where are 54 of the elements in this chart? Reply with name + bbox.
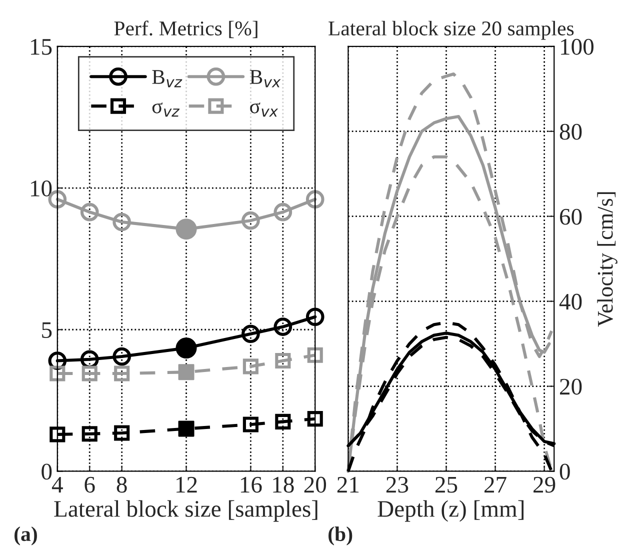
point [114, 366, 130, 382]
x-tick-label: 21 [337, 476, 359, 492]
x-tick-label: 6 [84, 476, 95, 493]
x-axis-title: Depth (z) [mm] [378, 500, 524, 522]
chart-title: Lateral block size 20 samples [328, 20, 574, 40]
point [242, 358, 258, 374]
point [112, 212, 132, 232]
point [274, 318, 292, 336]
x-axis-title: Lateral block size [samples] [54, 500, 318, 522]
point [242, 324, 260, 344]
point [306, 190, 324, 209]
point [275, 353, 291, 369]
x-tick-label: 4 [52, 476, 63, 492]
point [306, 308, 324, 326]
legend-label: σ$_{vx}$ [250, 102, 278, 117]
point [274, 202, 292, 222]
point [80, 202, 99, 222]
x-tick-label: 18 [273, 476, 294, 493]
x-tick-label: 25 [435, 476, 458, 493]
y-tick-label: 0 [560, 464, 570, 480]
x-tick-label: 29 [534, 476, 556, 493]
legend-label: B$_{vx}$ [250, 70, 281, 88]
x-tick-label: 8 [116, 476, 127, 493]
point [275, 414, 291, 430]
y-tick-label: 20 [560, 378, 582, 395]
y-tick-label: 40 [559, 294, 582, 310]
x-tick-label: 27 [484, 476, 506, 492]
legend-label: B$_{vz}$ [152, 70, 182, 88]
y-tick-label: 15 [31, 39, 52, 55]
point [50, 426, 66, 442]
x-tick-label: 23 [386, 476, 408, 493]
text: (b) [328, 526, 352, 546]
point [242, 416, 258, 432]
y-tick-label: 5 [42, 322, 52, 338]
y-tick-label: 60 [560, 208, 582, 225]
y-tick-label: 0 [42, 464, 52, 480]
x-tick-label: 12 [176, 476, 197, 492]
point [112, 347, 132, 366]
y-tick-label: 10 [31, 180, 52, 196]
x-tick-label: 16 [240, 476, 262, 493]
point [114, 425, 130, 441]
y-axis-title: Velocity [cm/s] [597, 192, 618, 327]
point [82, 366, 98, 382]
y-tick-label: 80 [560, 124, 582, 140]
point [242, 211, 260, 230]
point [307, 347, 323, 363]
y-tick-label: 100 [561, 38, 594, 55]
point [82, 426, 98, 442]
legend-label: σ$_{vz}$ [152, 102, 180, 117]
point [307, 411, 323, 427]
x-tick-label: 20 [304, 476, 326, 493]
point [50, 366, 66, 382]
chart-title: Perf. Metrics [%] [114, 20, 258, 38]
text: (a) [14, 526, 37, 546]
